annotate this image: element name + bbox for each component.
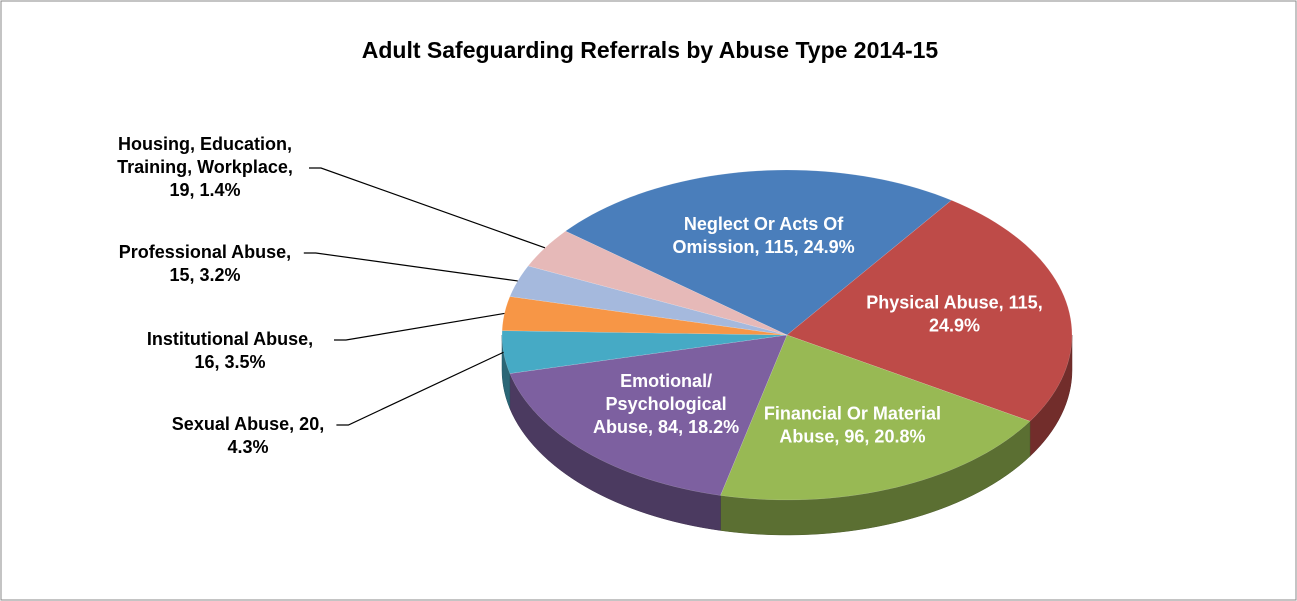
data-label: Housing, Education, — [118, 134, 292, 154]
data-label: 4.3% — [227, 437, 268, 457]
data-label: Institutional Abuse, — [147, 329, 313, 349]
data-label: Emotional/ — [620, 371, 712, 391]
data-label: 19, 1.4% — [169, 180, 240, 200]
data-label: Training, Workplace, — [117, 157, 293, 177]
data-label: Professional Abuse, — [119, 242, 291, 262]
slice — [786, 199, 1073, 422]
slice — [565, 169, 952, 336]
data-label: Sexual Abuse, 20, — [172, 414, 324, 434]
data-label: 24.9% — [929, 315, 980, 335]
data-label: Physical Abuse, 115, — [866, 292, 1042, 312]
data-label: Abuse, 84, 18.2% — [593, 417, 739, 437]
leader-line — [303, 252, 518, 282]
leader-line — [334, 312, 505, 341]
data-label: Neglect Or Acts Of — [684, 214, 844, 234]
data-label: 16, 3.5% — [194, 352, 265, 372]
leader-line — [336, 351, 504, 426]
slice — [501, 296, 788, 336]
data-label: Financial Or Material — [764, 404, 941, 424]
slice — [720, 334, 1031, 501]
chart-title: Adult Safeguarding Referrals by Abuse Ty… — [362, 37, 939, 63]
data-label: Omission, 115, 24.9% — [673, 237, 855, 257]
data-label: 15, 3.2% — [169, 265, 240, 285]
leader-line — [309, 167, 546, 249]
data-label: Psychological — [606, 394, 727, 414]
slice — [527, 230, 788, 336]
slice — [509, 334, 788, 496]
data-label: Abuse, 96, 20.8% — [779, 427, 925, 447]
